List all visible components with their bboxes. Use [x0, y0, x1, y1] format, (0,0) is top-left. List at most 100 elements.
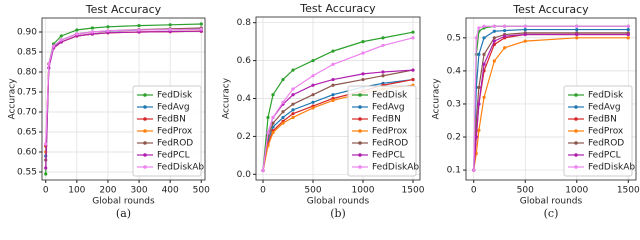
legend-marker [143, 141, 147, 145]
legend-box [347, 85, 417, 177]
legend-marker [358, 165, 362, 169]
point [492, 59, 496, 63]
point [477, 52, 481, 56]
point [59, 34, 63, 38]
legend-marker [358, 117, 362, 121]
plot-frame [465, 17, 637, 181]
legend-marker [574, 117, 578, 121]
point [106, 29, 110, 33]
point [90, 26, 94, 30]
point [411, 36, 415, 40]
legend-marker [143, 93, 147, 97]
y-tick-label: 0.4 [237, 94, 252, 104]
x-axis-label: Global rounds [92, 197, 155, 207]
caption: (b) [330, 207, 346, 220]
x-tick-label: 0 [260, 186, 266, 196]
point [291, 102, 295, 106]
legend-marker [574, 105, 578, 109]
point [477, 85, 481, 90]
y-tick-label: 0.5 [447, 33, 461, 43]
point [44, 166, 48, 170]
point [361, 51, 365, 55]
point [477, 128, 481, 133]
x-tick-label: 200 [99, 186, 116, 196]
legend-marker [143, 129, 147, 133]
point [482, 95, 486, 99]
series-line [262, 37, 414, 171]
point [90, 30, 94, 34]
point [503, 28, 507, 33]
point [361, 40, 365, 44]
point [47, 62, 51, 66]
point [626, 36, 630, 40]
point [474, 135, 478, 139]
y-axis-label: Accuracy [8, 78, 18, 120]
x-tick-label: 1500 [402, 186, 425, 196]
legend-box [563, 85, 633, 177]
point [381, 43, 385, 48]
y-tick-label: 0.70 [17, 108, 37, 118]
legend-label: FedROD [157, 139, 193, 149]
point [44, 142, 48, 146]
legend-marker [358, 153, 362, 157]
y-tick-label: 0.85 [17, 48, 37, 58]
y-tick-label: 0.3 [447, 99, 461, 109]
point [626, 32, 630, 37]
point [523, 32, 527, 37]
x-axis-label: Global rounds [307, 197, 370, 207]
point [291, 108, 295, 112]
legend-marker [358, 129, 362, 133]
y-tick-label: 0.60 [17, 148, 37, 158]
point [168, 28, 172, 32]
point [492, 29, 496, 33]
legend-marker [574, 129, 578, 133]
legend-label: FedPCL [372, 151, 405, 161]
point [331, 83, 335, 87]
plot-frame [41, 17, 206, 181]
legend-marker [574, 153, 578, 157]
legend-label: FedProx [157, 127, 193, 137]
point [503, 24, 507, 28]
legend-label: FedDisk [372, 91, 408, 101]
point [137, 24, 141, 28]
legend-marker [143, 117, 147, 121]
point [281, 77, 285, 82]
point [626, 27, 630, 32]
series-line [262, 78, 414, 171]
point [271, 121, 275, 125]
point [331, 49, 335, 53]
y-axis-label: Accuracy [432, 78, 442, 120]
point [59, 38, 63, 42]
panel: 0.1 0.2 0.3 0.4 0.5 0 500 1000 1500 Test Accuracy… [432, 3, 640, 220]
y-tick-label: 0.80 [17, 68, 37, 78]
point [261, 168, 265, 173]
point [311, 106, 315, 110]
point [281, 100, 285, 104]
legend-label: FedProx [372, 127, 408, 137]
figure: 0.550.600.650.700.750.800.850.900 100 200 3… [8, 2, 640, 220]
point [381, 36, 385, 40]
point [482, 62, 486, 66]
x-tick-label: 1000 [565, 186, 588, 196]
point [281, 121, 285, 125]
point [311, 100, 315, 104]
point [51, 44, 56, 48]
point [474, 36, 478, 40]
legend-label: FedROD [372, 139, 408, 149]
point [503, 46, 507, 50]
point [381, 70, 385, 74]
y-tick-label: 0.75 [17, 88, 37, 98]
point [266, 115, 270, 120]
legend-label: FedBN [588, 115, 617, 125]
point [523, 27, 527, 32]
point [311, 58, 315, 63]
point [75, 28, 79, 32]
legend-marker [574, 93, 578, 97]
point [477, 102, 481, 106]
point [291, 93, 295, 97]
legend-label: FedDiskAb [372, 163, 419, 173]
y-tick-label: 0.4 [447, 66, 462, 76]
x-tick-label: 1000 [352, 186, 375, 196]
legend-marker [143, 105, 147, 109]
point [331, 98, 335, 102]
